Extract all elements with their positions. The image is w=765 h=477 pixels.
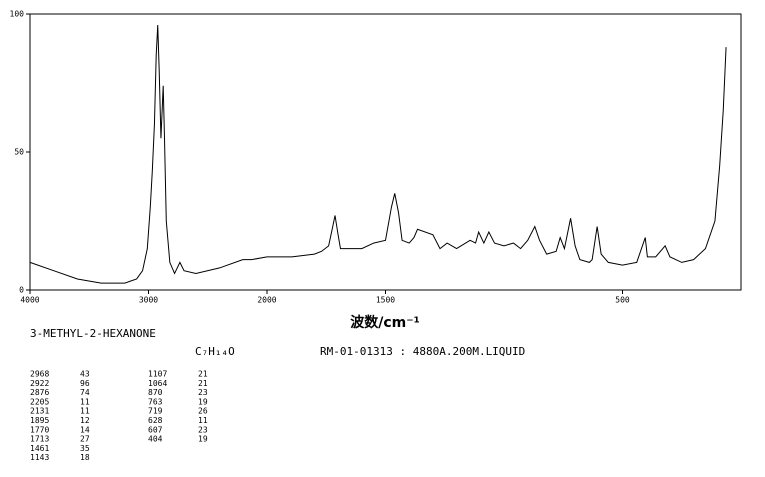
peak-intensity: 18: [80, 453, 90, 462]
peak-intensity: 74: [80, 388, 90, 397]
peak-wavenumber: 2205: [30, 397, 49, 406]
x-tick-label: 3000: [139, 296, 158, 305]
peak-wavenumber: 1770: [30, 425, 49, 434]
peak-wavenumber: 1064: [148, 379, 167, 388]
peak-intensity: 23: [198, 425, 208, 434]
peak-intensity: 43: [80, 370, 90, 379]
peak-intensity: 27: [80, 435, 90, 444]
peak-wavenumber: 404: [148, 435, 163, 444]
x-axis-label: 波数/cm⁻¹: [350, 314, 420, 331]
peak-intensity: 21: [198, 370, 208, 379]
y-tick-label: 0: [19, 286, 24, 295]
plot-frame: [29, 13, 742, 291]
peak-wavenumber: 2922: [30, 379, 49, 388]
peak-intensity: 11: [80, 407, 90, 416]
x-tick-label: 4000: [20, 296, 39, 305]
peak-wavenumber: 719: [148, 407, 163, 416]
peak-intensity: 12: [80, 416, 90, 425]
peak-intensity: 19: [198, 397, 208, 406]
peak-wavenumber: 870: [148, 388, 163, 397]
peak-wavenumber: 1143: [30, 453, 49, 462]
spectrum-line: [29, 25, 727, 284]
x-tick-label: 1500: [376, 296, 395, 305]
peak-intensity: 35: [80, 444, 90, 453]
peak-wavenumber: 1895: [30, 416, 49, 425]
peak-wavenumber: 2876: [30, 388, 49, 397]
peak-wavenumber: 1461: [30, 444, 49, 453]
formula: C₇H₁₄O: [195, 345, 235, 358]
peak-wavenumber: 763: [148, 397, 163, 406]
peak-intensity: 11: [198, 416, 208, 425]
peak-wavenumber: 2131: [30, 407, 49, 416]
peak-intensity: 96: [80, 379, 90, 388]
spectrum-code: RM-01-01313 : 4880A.200M.LIQUID: [320, 345, 525, 358]
peak-wavenumber: 2968: [30, 370, 49, 379]
y-tick-label: 100: [10, 10, 25, 19]
peak-wavenumber: 607: [148, 425, 163, 434]
peak-wavenumber: 628: [148, 416, 163, 425]
peak-intensity: 21: [198, 379, 208, 388]
peak-wavenumber: 1107: [148, 370, 167, 379]
peak-intensity: 26: [198, 407, 208, 416]
peak-intensity: 14: [80, 425, 90, 434]
peak-intensity: 23: [198, 388, 208, 397]
x-tick-label: 500: [615, 296, 630, 305]
peak-intensity: 11: [80, 397, 90, 406]
x-tick-label: 2000: [257, 296, 276, 305]
y-tick-label: 50: [14, 148, 24, 157]
compound-name: 3-METHYL-2-HEXANONE: [30, 327, 156, 340]
peak-wavenumber: 1713: [30, 435, 49, 444]
peak-intensity: 19: [198, 435, 208, 444]
